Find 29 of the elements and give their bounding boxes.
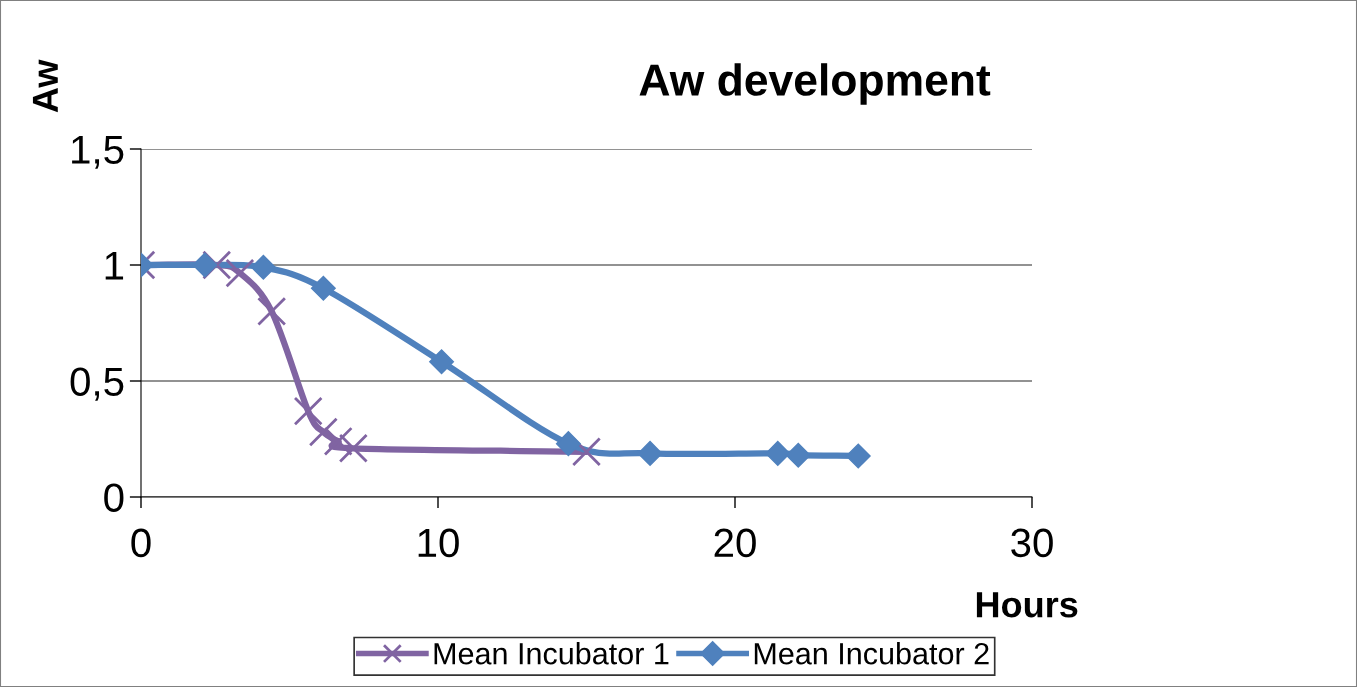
point <box>308 417 338 447</box>
x-tick-label: 30 <box>1011 528 1053 558</box>
point <box>293 396 323 426</box>
point <box>571 437 602 467</box>
point <box>192 252 218 278</box>
point <box>257 296 287 326</box>
legend-label: Mean Incubator 1 <box>434 642 669 665</box>
chart-title: Aw development <box>639 63 991 105</box>
y-tick-label: 1 <box>105 251 124 280</box>
point <box>637 440 663 466</box>
x-tick-label: 10 <box>418 528 459 558</box>
point <box>845 443 871 469</box>
y-tick-label: 1,5 <box>72 135 124 169</box>
x-axis-title: Hours <box>976 592 1078 618</box>
point <box>429 349 455 375</box>
point <box>555 431 581 457</box>
y-tick-label: 0,5 <box>70 367 124 401</box>
point <box>765 440 791 466</box>
point <box>225 258 255 288</box>
point <box>338 433 368 463</box>
legend-label: Mean Incubator 2 <box>754 642 989 665</box>
point <box>323 426 353 456</box>
point <box>310 275 336 301</box>
y-tick-label: 0 <box>104 483 124 512</box>
point <box>785 442 811 468</box>
y-axis-title: Aw <box>32 59 58 113</box>
x-tick-label: 0 <box>131 528 151 558</box>
point <box>250 254 276 280</box>
x-tick-label: 20 <box>714 528 756 558</box>
